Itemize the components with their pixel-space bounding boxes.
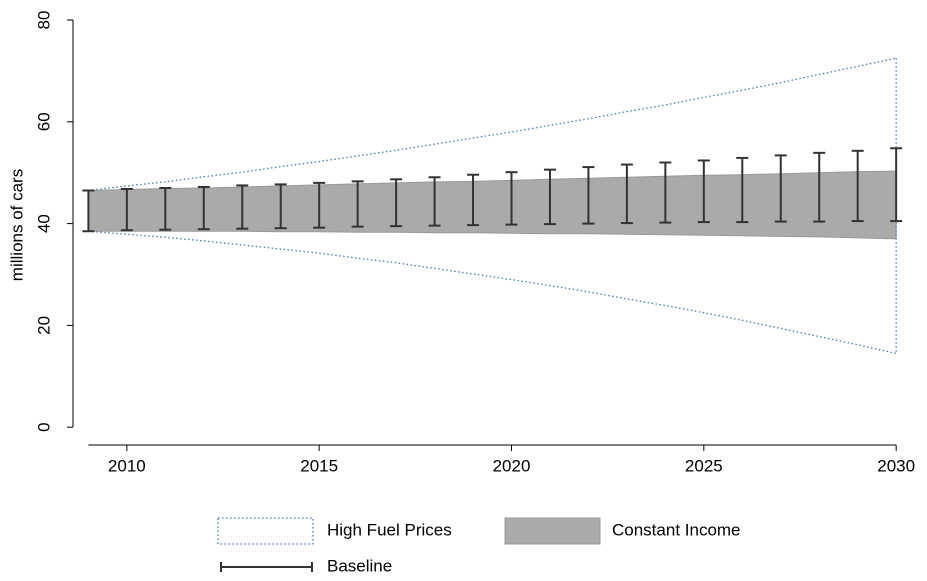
y-tick-label: 60 [34, 112, 53, 131]
x-tick-label: 2015 [300, 456, 338, 475]
legend-swatch [217, 517, 314, 545]
range-line [88, 230, 897, 355]
y-tick-label: 80 [34, 11, 53, 30]
x-tick-label: 2025 [685, 456, 723, 475]
y-axis-label: millions of cars [7, 169, 26, 281]
x-tick-label: 2030 [877, 456, 915, 475]
legend-swatch [504, 517, 601, 545]
legend-label: Constant Income [612, 520, 741, 539]
y-tick-label: 20 [34, 316, 53, 335]
x-tick-label: 2010 [108, 456, 146, 475]
legend-label: Baseline [327, 556, 392, 575]
y-tick-label: 40 [34, 214, 53, 233]
y-tick-label: 0 [34, 422, 53, 431]
legend-label: High Fuel Prices [327, 520, 452, 539]
x-tick-label: 2020 [493, 456, 531, 475]
range-line [88, 57, 897, 192]
